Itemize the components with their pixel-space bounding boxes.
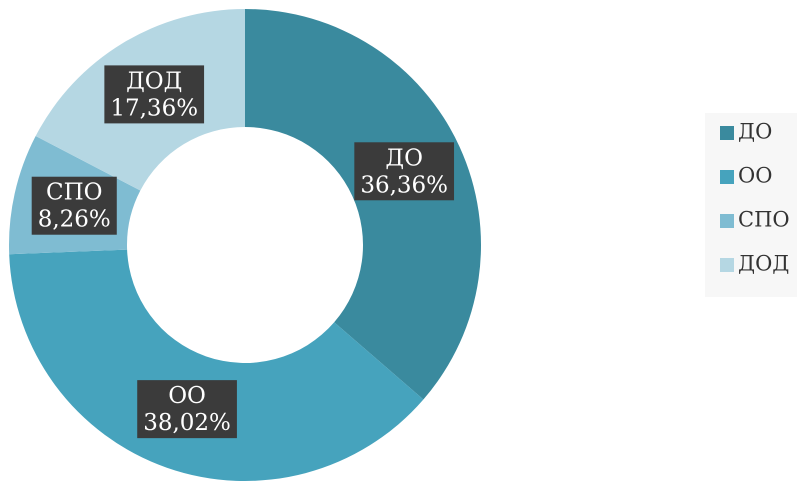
legend-swatch: [720, 126, 734, 140]
legend-label: СПО: [738, 208, 790, 232]
label-value: 36,36%: [360, 172, 448, 198]
label-box: [354, 142, 455, 201]
label-box: [104, 65, 205, 124]
label-box: [31, 176, 117, 235]
label-value: 38,02%: [143, 410, 231, 436]
label-value: 17,36%: [110, 95, 198, 121]
legend-swatch: [720, 258, 734, 272]
label-category: ДО: [385, 145, 423, 171]
label-box: [137, 380, 237, 439]
label-category: СПО: [46, 180, 103, 206]
legend-swatch: [720, 170, 734, 184]
legend-label: ДОД: [738, 252, 789, 276]
label-value: 8,26%: [38, 207, 111, 233]
label-category: ДОД: [126, 68, 182, 94]
donut-segment: [245, 9, 481, 400]
label-category: ОО: [168, 383, 206, 409]
legend-swatch: [720, 214, 734, 228]
donut-segment: [9, 249, 424, 481]
legend-label: ДО: [738, 120, 772, 144]
legend-label: ОО: [738, 164, 772, 188]
